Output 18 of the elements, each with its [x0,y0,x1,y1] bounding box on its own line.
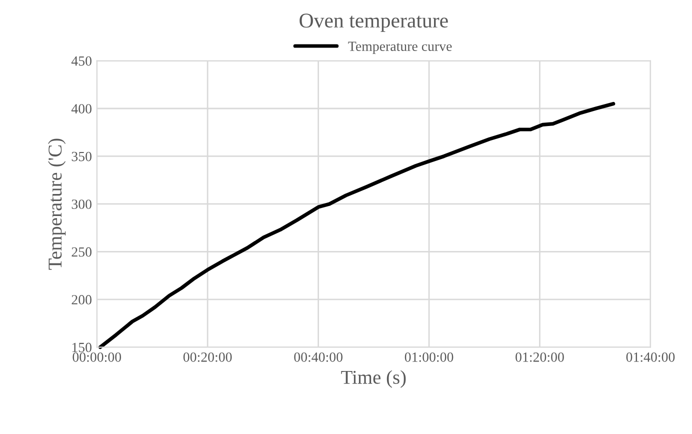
x-tick-label: 01:40:00 [626,352,675,362]
y-axis-title: Temperature ('C) [48,138,66,270]
y-tick-label: 450 [71,56,92,66]
line-series [98,102,616,350]
y-tick-label: 400 [71,104,92,114]
y-tick-label: 150 [72,342,92,352]
x-tick-label: 01:00:00 [404,352,454,362]
y-tick-label: 350 [72,152,92,162]
x-tick-label: 00:00:00 [72,352,122,362]
x-tick-label: 00:20:00 [183,352,232,362]
x-axis-title: Time (s) [341,370,406,388]
y-tick-label: 200 [72,295,92,304]
legend-label: Temperature curve [348,42,452,54]
y-tick-label: 250 [72,247,92,257]
x-tick-label: 00:40:00 [294,352,342,362]
y-tick-label: 300 [72,200,92,209]
chart-title: Oven temperature [300,14,448,32]
x-tick-label: 01:20:00 [516,352,564,362]
